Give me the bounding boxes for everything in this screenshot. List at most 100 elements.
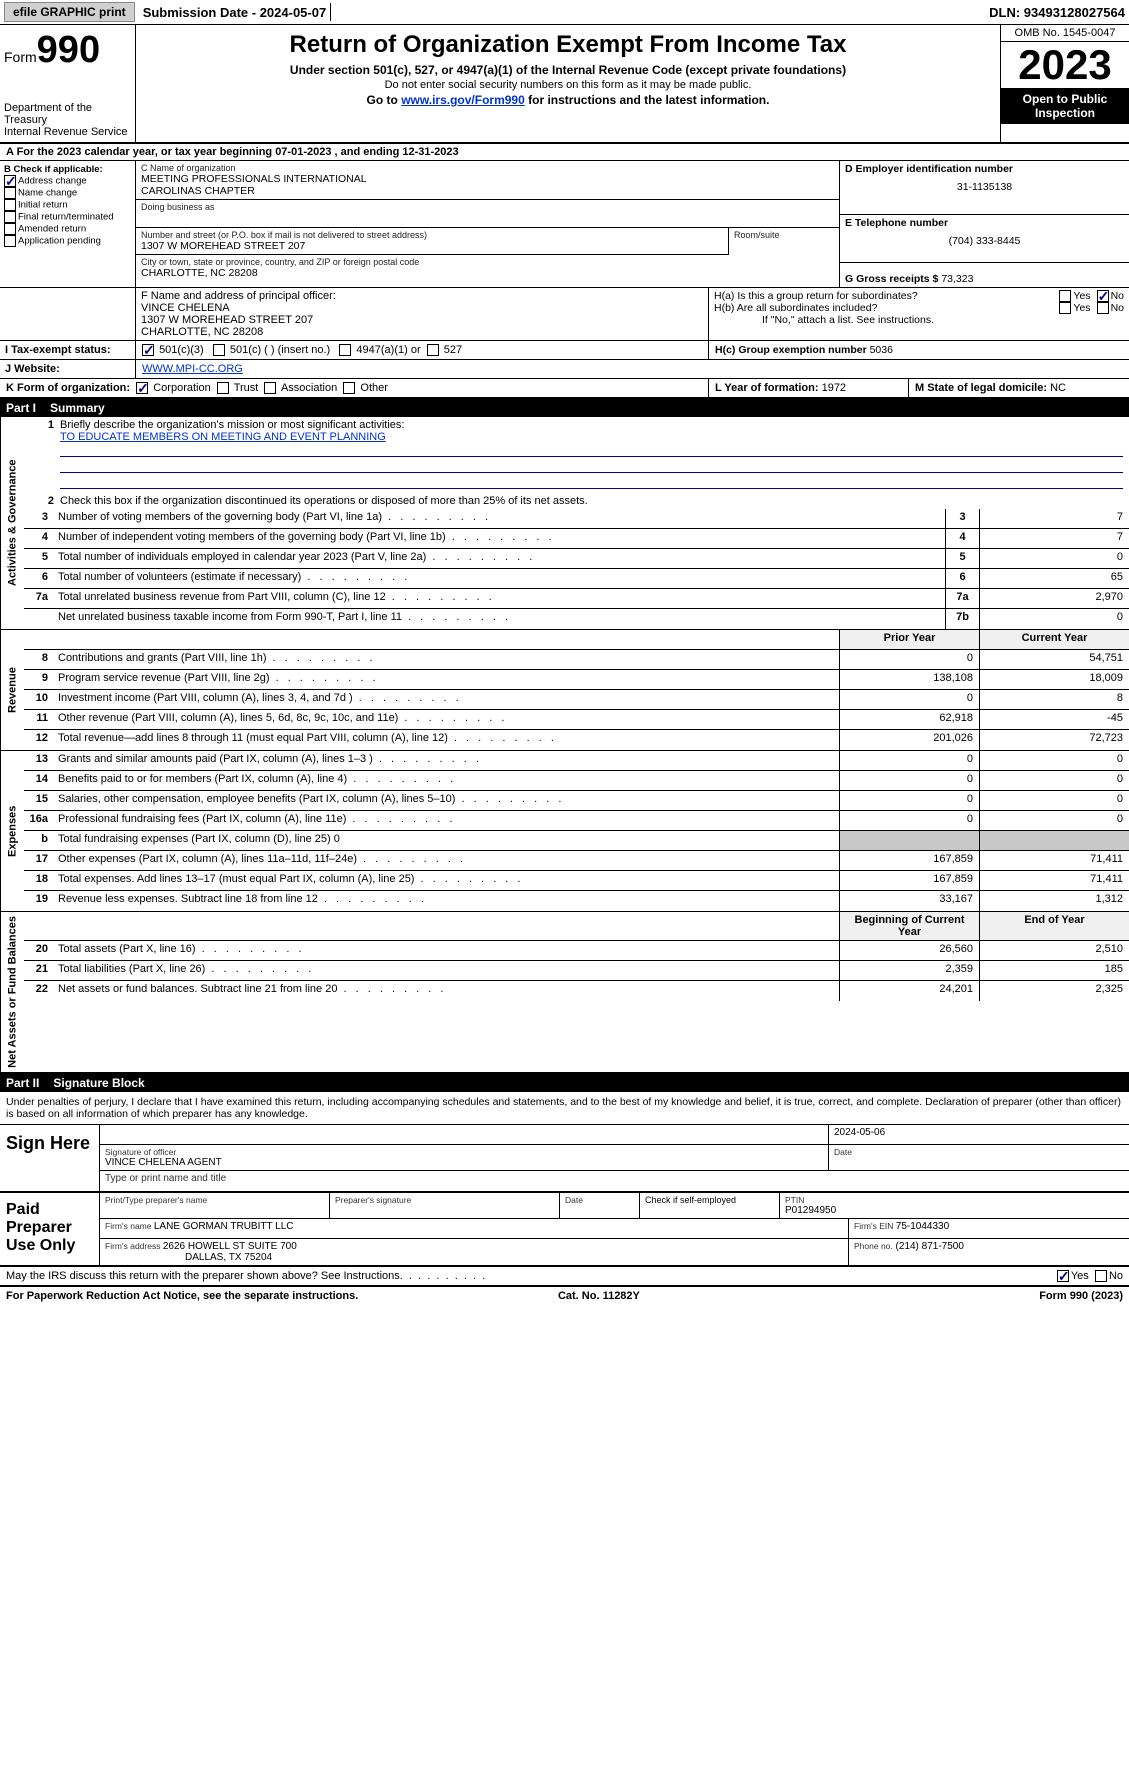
- mission-text[interactable]: TO EDUCATE MEMBERS ON MEETING AND EVENT …: [60, 431, 386, 443]
- summary-line: 22 Net assets or fund balances. Subtract…: [24, 981, 1129, 1001]
- top-toolbar: efile GRAPHIC print Submission Date - 20…: [0, 0, 1129, 25]
- row-j: J Website: WWW.MPI-CC.ORG: [0, 360, 1129, 379]
- prep-name-label: Print/Type preparer's name: [105, 1195, 324, 1205]
- dln: DLN: 93493128027564: [989, 5, 1125, 20]
- chk-corp[interactable]: [136, 382, 148, 394]
- chk-ha-no[interactable]: [1097, 290, 1109, 302]
- summary-line: 10 Investment income (Part VIII, column …: [24, 690, 1129, 710]
- chk-amended[interactable]: [4, 223, 16, 235]
- chk-527[interactable]: [427, 344, 439, 356]
- firm-name: LANE GORMAN TRUBITT LLC: [154, 1221, 294, 1232]
- summary-line: 20 Total assets (Part X, line 16) 26,560…: [24, 941, 1129, 961]
- form-label: Form: [4, 49, 37, 65]
- org-name-label: C Name of organization: [141, 163, 834, 173]
- footer-catno: Cat. No. 11282Y: [558, 1290, 640, 1302]
- form-title: Return of Organization Exempt From Incom…: [142, 31, 994, 59]
- sign-here-block: Sign Here 2024-05-06 Signature of office…: [0, 1125, 1129, 1193]
- header-left: Form990 Department of the Treasury Inter…: [0, 25, 136, 142]
- box-m-value: NC: [1050, 382, 1066, 394]
- sign-here-label: Sign Here: [0, 1125, 100, 1191]
- box-h: H(a) Is this a group return for subordin…: [709, 288, 1129, 340]
- header-right: OMB No. 1545-0047 2023 Open to Public In…: [1001, 25, 1129, 142]
- summary-line: 15 Salaries, other compensation, employe…: [24, 791, 1129, 811]
- header-sub3: Go to www.irs.gov/Form990 for instructio…: [142, 93, 994, 107]
- boxes-d-e-g: D Employer identification number 31-1135…: [839, 161, 1129, 287]
- footer-left: For Paperwork Reduction Act Notice, see …: [6, 1290, 358, 1302]
- row-i: I Tax-exempt status: 501(c)(3) 501(c) ( …: [0, 341, 1129, 360]
- rev-header-row: Prior Year Current Year: [24, 630, 1129, 650]
- summary-line: 19 Revenue less expenses. Subtract line …: [24, 891, 1129, 911]
- efile-print-button[interactable]: efile GRAPHIC print: [4, 2, 135, 22]
- box-m-label: M State of legal domicile:: [915, 382, 1047, 394]
- chk-hb-yes[interactable]: [1059, 302, 1071, 314]
- chk-ha-yes[interactable]: [1059, 290, 1071, 302]
- sig-officer-name: VINCE CHELENA AGENT: [105, 1157, 823, 1168]
- part1-bar: Part I Summary: [0, 399, 1129, 417]
- row-a-tax-year: A For the 2023 calendar year, or tax yea…: [0, 144, 1129, 161]
- chk-501c-other[interactable]: [213, 344, 225, 356]
- signature-disclaimer: Under penalties of perjury, I declare th…: [0, 1092, 1129, 1125]
- chk-address-change[interactable]: [4, 175, 16, 187]
- sig-officer-label: Signature of officer: [105, 1147, 823, 1157]
- irs-form990-link[interactable]: www.irs.gov/Form990: [401, 93, 525, 107]
- part1-title: Summary: [50, 401, 105, 415]
- summary-line: 17 Other expenses (Part IX, column (A), …: [24, 851, 1129, 871]
- summary-line: 7a Total unrelated business revenue from…: [24, 589, 1129, 609]
- chk-4947[interactable]: [339, 344, 351, 356]
- summary-governance: Activities & Governance 1 Briefly descri…: [0, 417, 1129, 630]
- firm-phone-label: Phone no.: [854, 1241, 893, 1251]
- header-sub2: Do not enter social security numbers on …: [142, 79, 994, 91]
- part2-number: Part II: [6, 1076, 39, 1090]
- box-b: B Check if applicable: Address change Na…: [0, 161, 136, 287]
- org-name-1: MEETING PROFESSIONALS INTERNATIONAL: [141, 173, 834, 185]
- firm-name-label: Firm's name: [105, 1221, 154, 1231]
- discuss-text: May the IRS discuss this return with the…: [6, 1270, 1057, 1282]
- line2-text: Check this box if the organization disco…: [60, 495, 588, 507]
- chk-name-change[interactable]: [4, 187, 16, 199]
- prep-date-label: Date: [565, 1195, 634, 1205]
- chk-app-pending[interactable]: [4, 235, 16, 247]
- chk-501c3[interactable]: [142, 344, 154, 356]
- chk-assoc[interactable]: [264, 382, 276, 394]
- website-link[interactable]: WWW.MPI-CC.ORG: [142, 363, 243, 375]
- chk-discuss-no[interactable]: [1095, 1270, 1107, 1282]
- summary-netassets: Net Assets or Fund Balances Beginning of…: [0, 912, 1129, 1074]
- officer-addr2: CHARLOTTE, NC 28208: [141, 326, 703, 338]
- hb-label: H(b) Are all subordinates included?: [714, 302, 1059, 314]
- chk-trust[interactable]: [217, 382, 229, 394]
- officer-label: F Name and address of principal officer:: [141, 290, 703, 302]
- summary-expenses: Expenses 13 Grants and similar amounts p…: [0, 751, 1129, 912]
- sidetab-expenses: Expenses: [0, 751, 24, 911]
- summary-line: 8 Contributions and grants (Part VIII, l…: [24, 650, 1129, 670]
- part2-bar: Part II Signature Block: [0, 1074, 1129, 1092]
- summary-line: 21 Total liabilities (Part X, line 26) 2…: [24, 961, 1129, 981]
- chk-hb-no[interactable]: [1097, 302, 1109, 314]
- street-label: Number and street (or P.O. box if mail i…: [141, 230, 723, 240]
- header-middle: Return of Organization Exempt From Incom…: [136, 25, 1001, 142]
- box-c: C Name of organization MEETING PROFESSIO…: [136, 161, 839, 287]
- firm-ein-label: Firm's EIN: [854, 1221, 896, 1231]
- firm-addr1: 2626 HOWELL ST SUITE 700: [163, 1241, 297, 1252]
- self-employed-check: Check if self-employed: [640, 1193, 780, 1218]
- sig-date-label: Date: [834, 1147, 1124, 1157]
- chk-final-return[interactable]: [4, 211, 16, 223]
- box-l-value: 1972: [822, 382, 846, 394]
- summary-line: 16a Professional fundraising fees (Part …: [24, 811, 1129, 831]
- summary-line: 18 Total expenses. Add lines 13–17 (must…: [24, 871, 1129, 891]
- row-i-label: I Tax-exempt status:: [0, 341, 136, 359]
- summary-revenue: Revenue Prior Year Current Year 8 Contri…: [0, 630, 1129, 751]
- phone-label: E Telephone number: [845, 217, 1124, 229]
- submission-date: Submission Date - 2024-05-07: [139, 5, 327, 20]
- header-sub1: Under section 501(c), 527, or 4947(a)(1)…: [142, 63, 994, 77]
- chk-initial-return[interactable]: [4, 199, 16, 211]
- row-j-label: J Website:: [0, 360, 136, 378]
- ha-label: H(a) Is this a group return for subordin…: [714, 290, 1059, 302]
- box-b-label: B Check if applicable:: [4, 164, 131, 175]
- chk-discuss-yes[interactable]: [1057, 1270, 1069, 1282]
- part2-title: Signature Block: [53, 1076, 144, 1090]
- part1-number: Part I: [6, 401, 36, 415]
- sidetab-netassets: Net Assets or Fund Balances: [0, 912, 24, 1072]
- hc-value: 5036: [870, 344, 893, 356]
- chk-other[interactable]: [343, 382, 355, 394]
- box-k-label: K Form of organization:: [6, 382, 130, 394]
